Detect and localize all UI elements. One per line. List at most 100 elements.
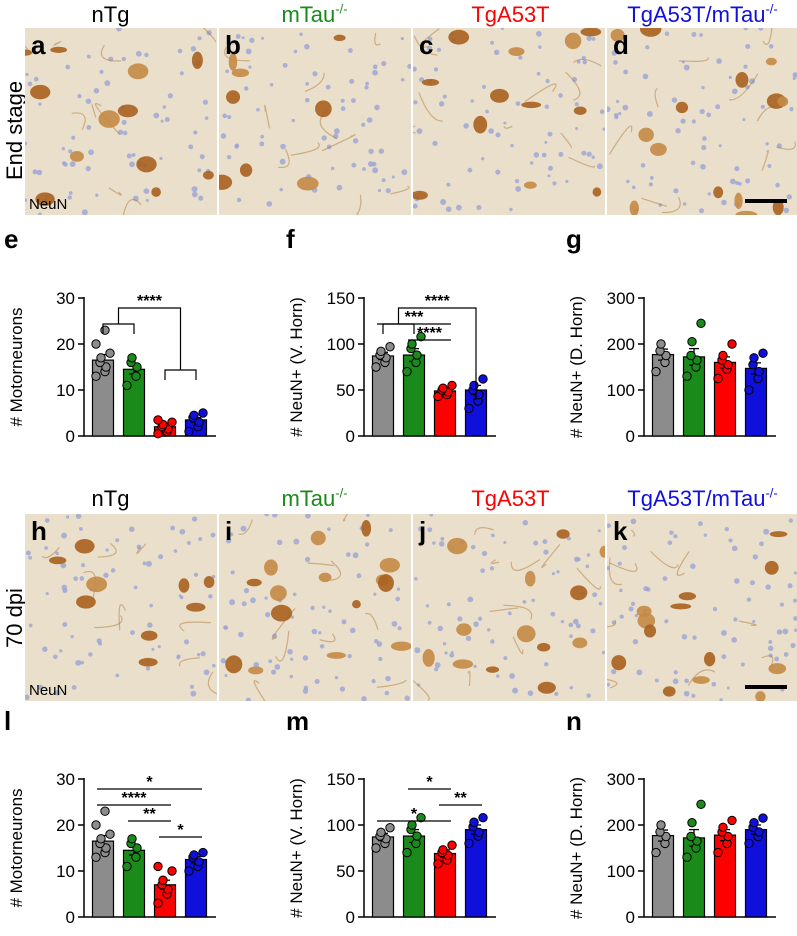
data-point (91, 852, 101, 862)
data-point (407, 339, 417, 349)
data-point (718, 350, 728, 361)
group-title-mtau: mTau-/- (281, 1, 348, 27)
data-point (105, 348, 115, 358)
sig-label: * (426, 774, 433, 791)
data-point (167, 417, 177, 427)
bar (651, 834, 675, 918)
y-tick-label: 0 (346, 427, 355, 446)
chart-g: # NeuN+ (D. Horn) 0 100 200 300 (567, 289, 776, 446)
y-tick-label: 0 (626, 427, 635, 446)
y-tick-label: 100 (327, 335, 355, 354)
data-point (371, 843, 381, 853)
panel-label-a: a (31, 30, 46, 60)
sig-label: * (146, 774, 153, 791)
data-point (474, 827, 484, 838)
group-title-ntg-2: nTg (91, 486, 130, 511)
y-tick-label: 300 (607, 770, 635, 789)
data-point (696, 318, 706, 329)
y-tick-label: 200 (607, 816, 635, 835)
bar (651, 353, 675, 437)
panel-label-d: d (613, 30, 629, 60)
data-point (153, 429, 163, 439)
y-axis-label: # NeuN+ (D. Horn) (567, 777, 586, 919)
data-point (464, 838, 474, 849)
y-tick-label: 100 (327, 816, 355, 835)
y-axis-label: # Motorneurons (7, 788, 26, 907)
sig-label: **** (417, 325, 443, 342)
data-point (376, 346, 386, 357)
data-point (91, 820, 101, 830)
panel-label-g: g (566, 224, 582, 254)
data-point (469, 380, 479, 391)
panel-label-b: b (225, 30, 241, 60)
data-point (371, 362, 381, 372)
y-tick-label: 0 (66, 427, 75, 446)
data-point (758, 813, 768, 823)
data-point (127, 353, 137, 363)
panel-label-j: j (419, 516, 427, 546)
data-point (682, 371, 692, 381)
data-point (656, 339, 666, 349)
data-point (713, 847, 723, 858)
y-tick-label: 100 (607, 862, 635, 881)
data-point (727, 815, 737, 826)
data-point (167, 866, 177, 876)
data-point (754, 366, 764, 377)
y-axis-label: # NeuN+ (D. Horn) (567, 296, 586, 438)
y-tick-label: 20 (56, 816, 75, 835)
data-point (656, 820, 666, 830)
y-tick-label: 0 (346, 908, 355, 927)
data-point (438, 845, 448, 855)
data-point (464, 403, 474, 414)
sig-label: * (411, 806, 418, 823)
micrograph-b: b (219, 28, 411, 215)
y-tick-label: 150 (327, 770, 355, 789)
y-tick-label: 30 (56, 770, 75, 789)
panel-label-n: n (566, 706, 582, 736)
stain-label-2: NeuN (29, 682, 68, 699)
stain-label: NeuN (29, 196, 68, 213)
y-axis-label: # NeuN+ (V. Horn) (287, 778, 306, 918)
y-tick-label: 200 (607, 335, 635, 354)
y-tick-label: 10 (56, 862, 75, 881)
data-point (122, 380, 132, 391)
data-point (158, 875, 168, 885)
data-point (189, 850, 199, 860)
group-title-ntg: nTg (91, 2, 130, 27)
data-point (412, 831, 422, 841)
panel-label-c: c (419, 30, 434, 60)
group-title-tga53t-mtau: TgA53T/mTau-/- (627, 1, 778, 27)
y-tick-label: 10 (56, 381, 75, 400)
data-point (153, 415, 163, 425)
data-point (478, 812, 488, 823)
data-point (96, 353, 106, 363)
data-point (469, 817, 479, 827)
y-tick-label: 0 (66, 908, 75, 927)
data-point (416, 331, 426, 342)
data-point (438, 383, 448, 393)
data-point (696, 799, 706, 810)
data-point (100, 806, 110, 816)
panel-label-k: k (613, 516, 628, 546)
data-point (651, 847, 661, 858)
panel-label-i: i (225, 516, 233, 546)
data-point (744, 385, 754, 395)
data-point (189, 410, 199, 421)
y-tick-label: 50 (336, 862, 355, 881)
data-point (198, 408, 208, 418)
scale-bar (745, 199, 787, 203)
data-point (686, 350, 696, 361)
data-point (713, 373, 723, 384)
data-point (96, 834, 106, 844)
sig-label: ** (143, 806, 156, 823)
data-point (184, 426, 194, 437)
data-point (100, 325, 110, 335)
sig-label: **** (137, 293, 163, 310)
group-title-tga53t-mtau-2: TgA53T/mTau-/- (627, 485, 778, 511)
data-point (402, 847, 412, 858)
data-point (91, 339, 101, 349)
sig-label: ** (454, 790, 467, 807)
chart-e: # Motorneurons 0 10 20 30 **** (7, 289, 216, 446)
